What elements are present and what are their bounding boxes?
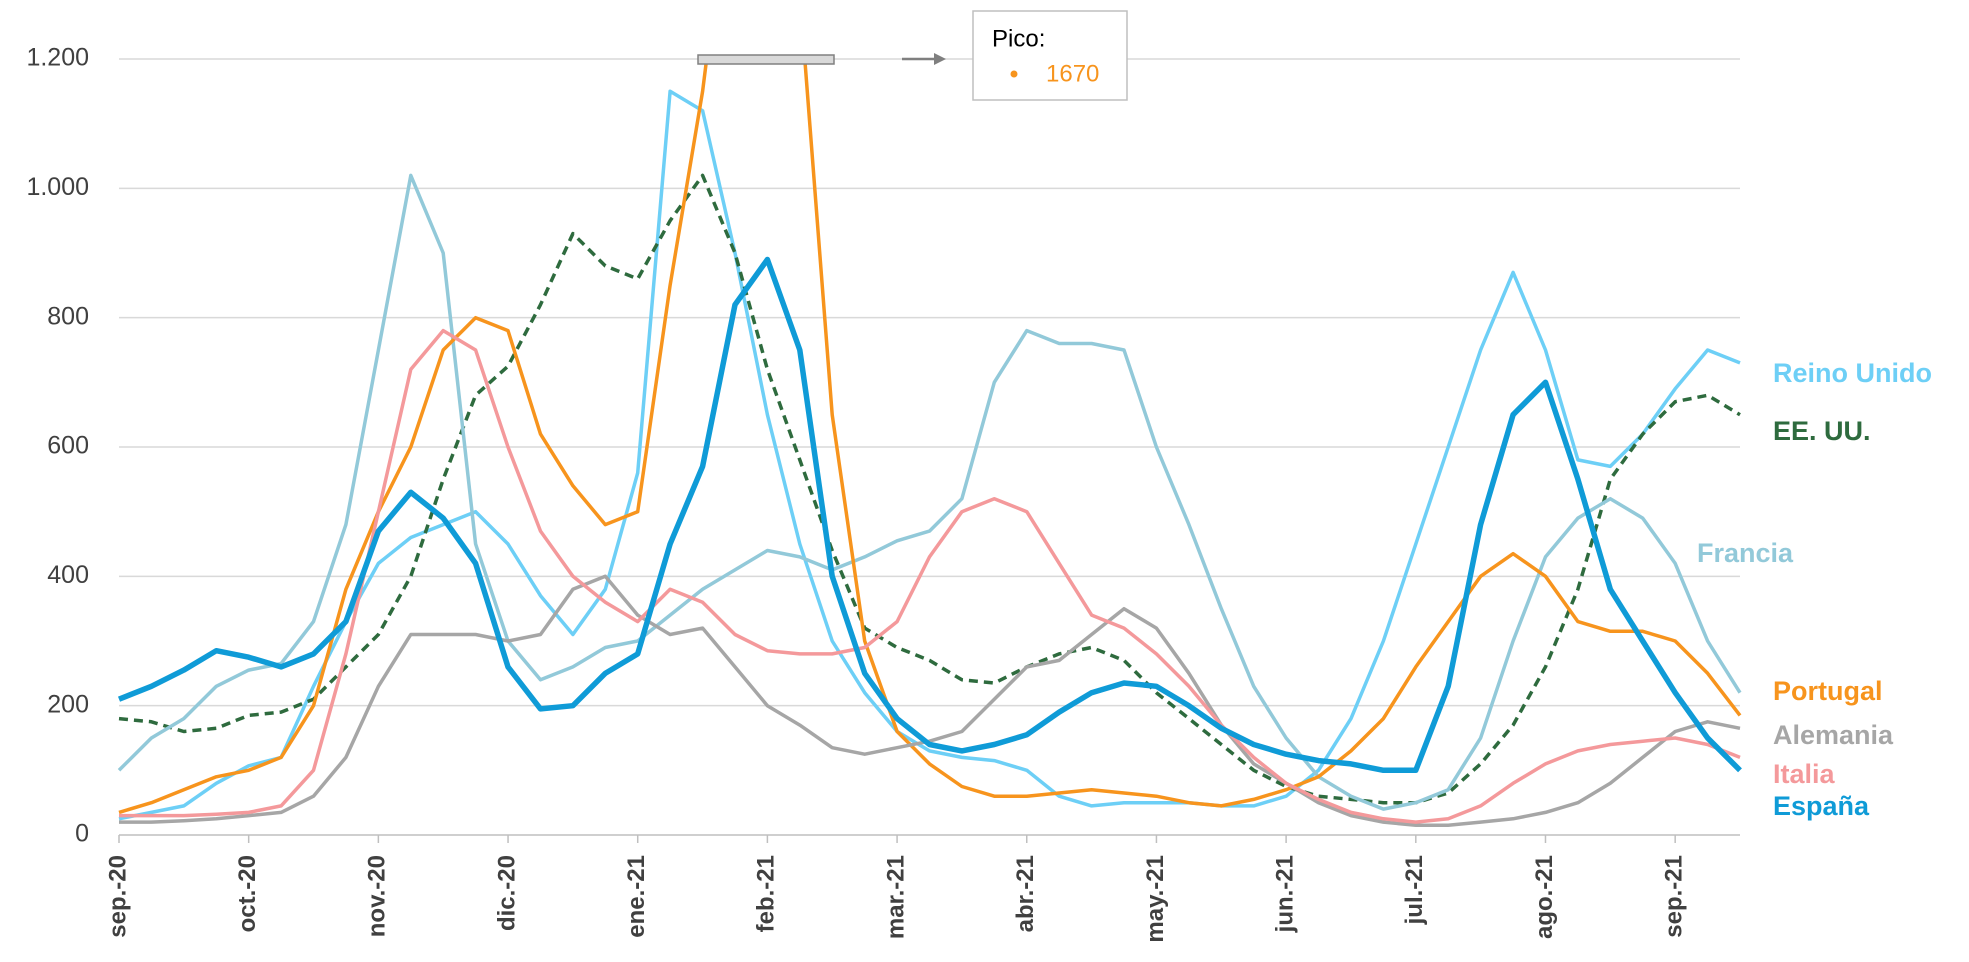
series-line: [118, 173, 1741, 805]
peak-bar: [697, 54, 835, 65]
series-line: [117, 256, 1742, 774]
x-tick-label: ago.-21: [1531, 855, 1558, 939]
grid: [118, 58, 1740, 843]
legend-label: Italia: [1773, 759, 1836, 789]
series-line: [119, 328, 1741, 824]
legend-label: Francia: [1697, 538, 1794, 568]
x-tick-label: jun.-21: [1271, 855, 1298, 933]
legend-label: Portugal: [1773, 676, 1883, 706]
series-line: [117, 173, 1742, 811]
annotation-title: Pico:: [992, 25, 1045, 52]
y-tick-label: 400: [47, 561, 89, 589]
series-line: [119, 574, 1741, 828]
annotation-box: [972, 10, 1128, 101]
y-tick-label: 0: [75, 820, 89, 848]
x-tick-label: may.-21: [1142, 855, 1169, 943]
legend-label: Alemania: [1773, 720, 1894, 750]
x-tick-label: nov.-20: [364, 855, 391, 937]
y-tick-label: 200: [47, 690, 89, 718]
legend-label: Reino Unido: [1773, 358, 1932, 388]
x-tick-label: oct.-20: [234, 855, 261, 932]
x-tick-label: dic.-20: [493, 855, 520, 931]
y-tick-label: 1.200: [26, 44, 89, 72]
y-tick-label: 1.000: [26, 173, 89, 201]
annotation-bullet: [1010, 70, 1018, 78]
x-tick-label: sep.-20: [104, 855, 131, 938]
x-tick-label: abr.-21: [1012, 855, 1039, 932]
y-tick-label: 800: [47, 302, 89, 330]
x-tick-label: jul.-21: [1401, 855, 1428, 925]
legend-label: EE. UU.: [1773, 416, 1871, 446]
x-tick-label: sep.-21: [1661, 855, 1688, 938]
series-line: [118, 89, 1741, 821]
x-tick-label: feb.-21: [753, 855, 780, 932]
x-tick-label: mar.-21: [882, 855, 909, 939]
annotation-value: 1670: [1046, 60, 1099, 87]
y-tick-label: 600: [47, 432, 89, 460]
x-tick-label: ene.-21: [623, 855, 650, 938]
lines: [117, 59, 1742, 828]
arrow-head: [934, 53, 946, 65]
legend-label: España: [1773, 791, 1870, 821]
